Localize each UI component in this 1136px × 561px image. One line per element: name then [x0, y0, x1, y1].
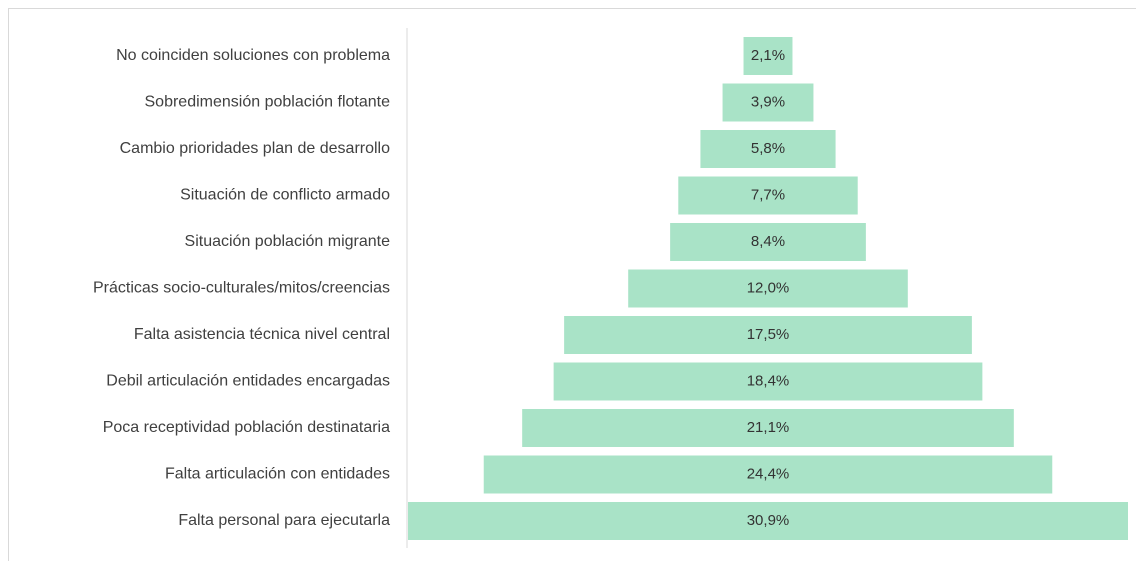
value-label: 2,1%: [751, 47, 785, 64]
bar: [483, 455, 1053, 494]
category-label: Falta asistencia técnica nivel central: [134, 326, 390, 343]
category-label: Poca receptividad población destinataria: [103, 419, 390, 436]
value-label: 21,1%: [747, 419, 790, 436]
category-label: Falta articulación con entidades: [165, 466, 390, 483]
bar: [743, 37, 793, 75]
chart-frame: [8, 8, 1136, 561]
category-label: Situación de conflicto armado: [180, 187, 390, 204]
category-label: Sobredimensión población flotante: [145, 94, 391, 111]
bar: [678, 176, 858, 215]
value-label: 3,9%: [751, 93, 785, 110]
value-label: 5,8%: [751, 140, 785, 157]
bar: [700, 130, 836, 168]
category-label: Prácticas socio-culturales/mitos/creenci…: [93, 280, 390, 297]
bar: [553, 362, 983, 401]
value-label: 18,4%: [747, 372, 790, 389]
value-label: 7,7%: [751, 186, 785, 203]
bar: [670, 223, 866, 261]
bar: [408, 502, 1128, 540]
value-label: 17,5%: [747, 326, 790, 343]
value-label: 30,9%: [747, 512, 790, 529]
bar: [722, 83, 814, 122]
value-label: 12,0%: [747, 279, 790, 296]
category-label: Situación población migrante: [185, 233, 391, 250]
value-label: 24,4%: [747, 465, 790, 482]
bar: [522, 409, 1014, 447]
bar: [564, 316, 972, 354]
category-label: Debil articulación entidades encargadas: [106, 373, 390, 390]
category-label: Falta personal para ejecutarla: [178, 512, 390, 529]
value-label: 8,4%: [751, 233, 785, 250]
category-label: Cambio prioridades plan de desarrollo: [120, 140, 390, 157]
category-label: No coinciden soluciones con problema: [116, 47, 390, 64]
bar: [628, 269, 908, 308]
